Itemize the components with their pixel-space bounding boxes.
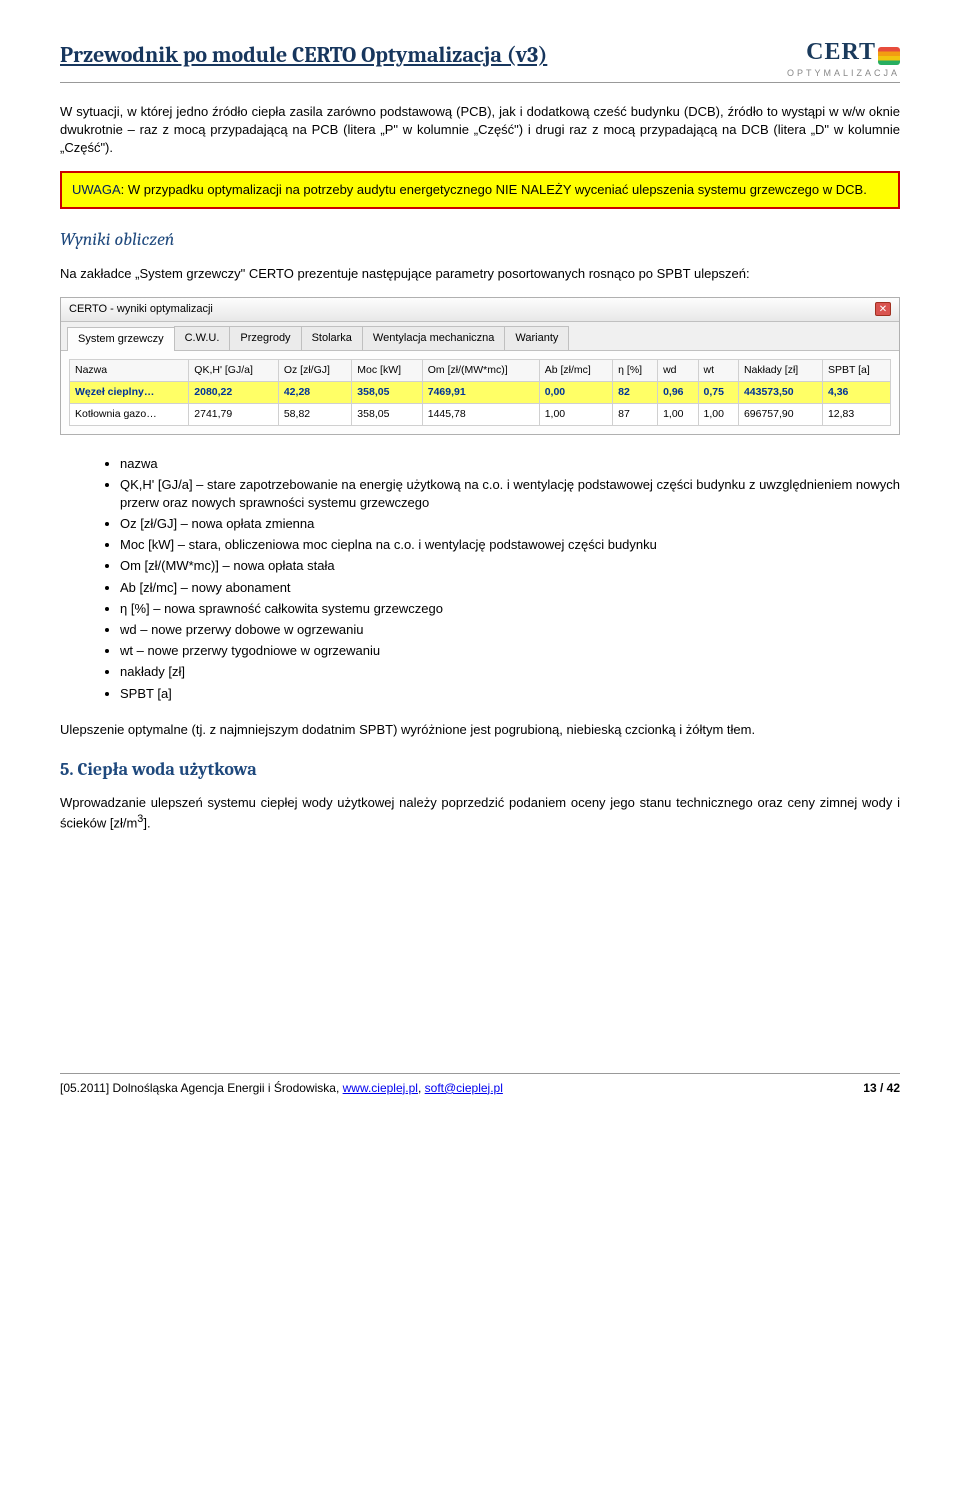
table-row[interactable]: Kotłownia gazo…2741,7958,82358,051445,78…	[70, 403, 891, 425]
table-cell: 358,05	[352, 382, 422, 404]
table-cell: 0,96	[658, 382, 698, 404]
p4-text-a: Wprowadzanie ulepszeń systemu ciepłej wo…	[60, 795, 900, 831]
table-header-row: NazwaQK,H' [GJ/a]Oz [zł/GJ]Moc [kW]Om [z…	[70, 360, 891, 382]
logo-text: CERT	[806, 39, 876, 65]
paragraph-tab-intro: Na zakładce „System grzewczy" CERTO prez…	[60, 265, 900, 283]
footer-link-site[interactable]: www.cieplej.pl	[343, 1081, 418, 1095]
table-cell: 1,00	[658, 403, 698, 425]
logo: CERT OPTYMALIZACJA	[787, 40, 900, 78]
paragraph-optimal: Ulepszenie optymalne (tj. z najmniejszym…	[60, 721, 900, 739]
list-item: η [%] – nowa sprawność całkowita systemu…	[120, 600, 900, 618]
window-titlebar: CERTO - wyniki optymalizacji ✕	[61, 298, 899, 322]
list-item: SPBT [a]	[120, 685, 900, 703]
column-header: wt	[698, 360, 738, 382]
footer-page-number: 13 / 42	[863, 1080, 900, 1097]
table-cell: 0,75	[698, 382, 738, 404]
column-header: SPBT [a]	[822, 360, 890, 382]
tab-c-w-u-[interactable]: C.W.U.	[174, 326, 231, 350]
table-cell: 1,00	[539, 403, 612, 425]
certo-screenshot: CERTO - wyniki optymalizacji ✕ System gr…	[60, 297, 900, 435]
document-title: Przewodnik po module CERTO Optymalizacja…	[60, 40, 547, 71]
list-item: wd – nowe przerwy dobowe w ogrzewaniu	[120, 621, 900, 639]
table-cell: 1445,78	[422, 403, 539, 425]
section-heading-wyniki: Wyniki obliczeń	[60, 227, 900, 252]
column-header: Nakłady [zł]	[738, 360, 822, 382]
warning-text: : W przypadku optymalizacji na potrzeby …	[121, 182, 867, 197]
page-header: Przewodnik po module CERTO Optymalizacja…	[60, 40, 900, 83]
table-cell: 82	[613, 382, 658, 404]
p4-text-b: ].	[143, 816, 150, 831]
logo-subtitle: OPTYMALIZACJA	[787, 68, 900, 78]
column-header: Om [zł/(MW*mc)]	[422, 360, 539, 382]
tab-row: System grzewczyC.W.U.PrzegrodyStolarkaWe…	[61, 322, 899, 351]
table-cell: 0,00	[539, 382, 612, 404]
table-cell: 443573,50	[738, 382, 822, 404]
table-cell: 2741,79	[189, 403, 279, 425]
close-icon[interactable]: ✕	[875, 302, 891, 316]
column-header: QK,H' [GJ/a]	[189, 360, 279, 382]
column-header: wd	[658, 360, 698, 382]
parameter-list: nazwa QK,H' [GJ/a] – stare zapotrzebowani…	[120, 455, 900, 703]
tab-system-grzewczy[interactable]: System grzewczy	[67, 327, 175, 351]
page-footer: [05.2011] Dolnośląska Agencja Energii i …	[60, 1073, 900, 1097]
list-item: Oz [zł/GJ] – nowa opłata zmienna	[120, 515, 900, 533]
paragraph-cwu: Wprowadzanie ulepszeń systemu ciepłej wo…	[60, 794, 900, 833]
warning-label: UWAGA	[72, 182, 121, 197]
tab-stolarka[interactable]: Stolarka	[301, 326, 363, 350]
footer-sep: ,	[418, 1081, 425, 1095]
table-cell: 2080,22	[189, 382, 279, 404]
footer-org: [05.2011] Dolnośląska Agencja Energii i …	[60, 1081, 343, 1095]
column-header: η [%]	[613, 360, 658, 382]
paragraph-intro: W sytuacji, w której jedno źródło ciepła…	[60, 103, 900, 158]
table-row[interactable]: Węzeł cieplny…2080,2242,28358,057469,910…	[70, 382, 891, 404]
heading-5: 5. Ciepła woda użytkowa	[60, 757, 900, 782]
results-table: NazwaQK,H' [GJ/a]Oz [zł/GJ]Moc [kW]Om [z…	[69, 359, 891, 425]
table-cell: 7469,91	[422, 382, 539, 404]
table-cell: 1,00	[698, 403, 738, 425]
footer-left: [05.2011] Dolnośląska Agencja Energii i …	[60, 1080, 503, 1097]
table-cell: 42,28	[278, 382, 351, 404]
table-cell: Kotłownia gazo…	[70, 403, 189, 425]
table-cell: 358,05	[352, 403, 422, 425]
table-cell: 87	[613, 403, 658, 425]
list-item: QK,H' [GJ/a] – stare zapotrzebowanie na …	[120, 476, 900, 512]
tab-przegrody[interactable]: Przegrody	[229, 326, 301, 350]
list-item: nakłady [zł]	[120, 663, 900, 681]
table-cell: Węzeł cieplny…	[70, 382, 189, 404]
table-cell: 4,36	[822, 382, 890, 404]
list-item: Moc [kW] – stara, obliczeniowa moc ciepl…	[120, 536, 900, 554]
table-cell: 58,82	[278, 403, 351, 425]
column-header: Moc [kW]	[352, 360, 422, 382]
column-header: Ab [zł/mc]	[539, 360, 612, 382]
list-item: nazwa	[120, 455, 900, 473]
warning-box: UWAGA: W przypadku optymalizacji na potr…	[60, 171, 900, 209]
list-item: Ab [zł/mc] – nowy abonament	[120, 579, 900, 597]
column-header: Oz [zł/GJ]	[278, 360, 351, 382]
grid-wrapper: NazwaQK,H' [GJ/a]Oz [zł/GJ]Moc [kW]Om [z…	[61, 351, 899, 433]
logo-bars-icon	[878, 47, 900, 65]
table-cell: 696757,90	[738, 403, 822, 425]
column-header: Nazwa	[70, 360, 189, 382]
tab-warianty[interactable]: Warianty	[504, 326, 569, 350]
list-item: Om [zł/(MW*mc)] – nowa opłata stała	[120, 557, 900, 575]
window-title-text: CERTO - wyniki optymalizacji	[69, 302, 213, 317]
table-cell: 12,83	[822, 403, 890, 425]
tab-wentylacja-mechaniczna[interactable]: Wentylacja mechaniczna	[362, 326, 505, 350]
footer-link-email[interactable]: soft@cieplej.pl	[425, 1081, 503, 1095]
list-item: wt – nowe przerwy tygodniowe w ogrzewani…	[120, 642, 900, 660]
